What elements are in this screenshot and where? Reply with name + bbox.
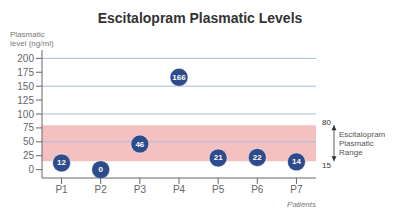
svg-text:80: 80 (322, 118, 331, 127)
svg-text:100: 100 (17, 109, 34, 120)
svg-text:P6: P6 (251, 184, 264, 195)
svg-text:75: 75 (23, 122, 35, 133)
svg-text:P1: P1 (55, 184, 68, 195)
svg-text:50: 50 (23, 136, 35, 147)
svg-text:25: 25 (23, 150, 35, 161)
svg-text:21: 21 (214, 153, 223, 162)
svg-text:Plasmaticlevel (ng/ml): Plasmaticlevel (ng/ml) (10, 30, 54, 48)
svg-text:46: 46 (135, 140, 144, 149)
svg-text:14: 14 (292, 157, 301, 166)
svg-text:EscitalopramPlasmaticRange: EscitalopramPlasmaticRange (339, 130, 386, 157)
html-text:Escitalopram Plasmatic Levels: Escitalopram Plasmatic Levels (97, 10, 303, 26)
svg-text:P7: P7 (290, 184, 303, 195)
svg-text:Patients: Patients (287, 200, 316, 208)
svg-text:P5: P5 (212, 184, 225, 195)
svg-text:P4: P4 (173, 184, 186, 195)
svg-text:125: 125 (17, 95, 34, 106)
svg-text:15: 15 (322, 161, 331, 170)
svg-text:P2: P2 (95, 184, 108, 195)
svg-text:150: 150 (17, 81, 34, 92)
svg-text:200: 200 (17, 53, 34, 64)
svg-text:0: 0 (28, 164, 34, 175)
svg-text:175: 175 (17, 67, 34, 78)
svg-text:12: 12 (57, 158, 66, 167)
svg-text:166: 166 (172, 73, 186, 82)
svg-text:22: 22 (253, 153, 262, 162)
svg-text:0: 0 (98, 165, 103, 174)
svg-text:P3: P3 (134, 184, 147, 195)
